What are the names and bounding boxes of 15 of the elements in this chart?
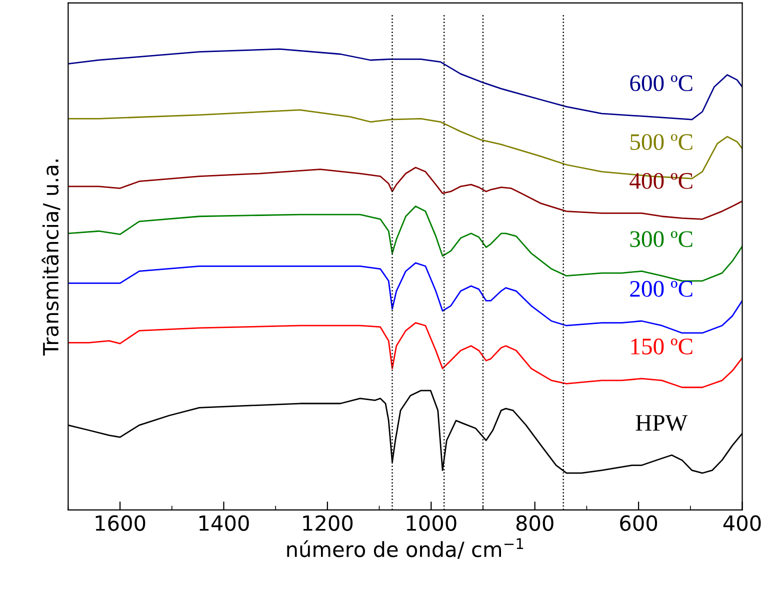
x-tick-label: 400 [723,515,761,531]
x-tick-label: 1600 [96,515,146,531]
x-tick-label: 1400 [200,515,249,531]
series-label: 150 ºC [631,338,692,354]
series-label: HPW [636,415,688,432]
x-tick-label: 800 [516,515,554,531]
x-axis-title: número de onda/ cm$^{−1}$ [287,538,524,559]
x-tick-label: 1000 [406,515,456,531]
y-axis-title: Transmitância/ u.a. [42,160,60,356]
series-label: 500 ºC [630,134,692,150]
series-label: 200 ºC [630,280,692,297]
x-tick-label: 1200 [303,515,353,531]
series-label: 600 ºC [630,75,692,92]
series-label: 300 ºC [630,231,692,248]
x-tick-label: 600 [620,515,658,531]
